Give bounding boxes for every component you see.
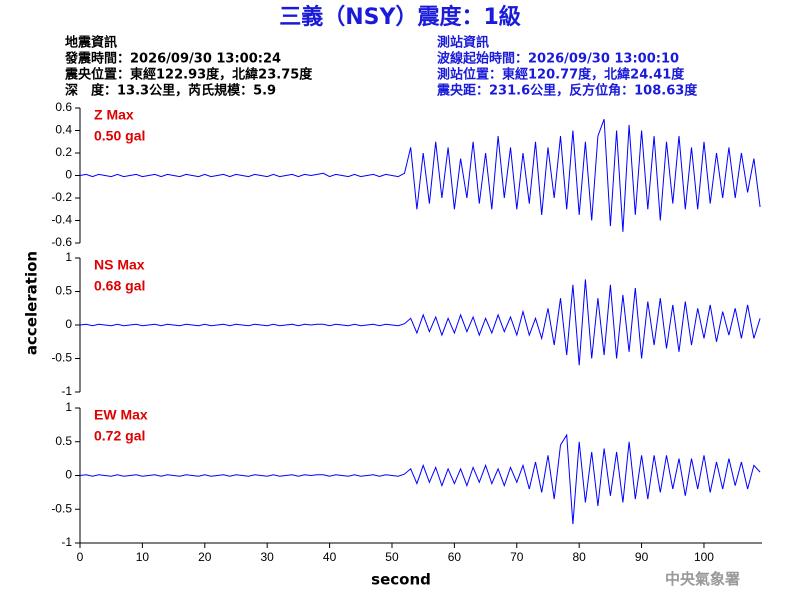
info-line: 震央距：231.6公里，反方位角：108.63度 bbox=[436, 83, 698, 99]
x-tick-label: 40 bbox=[323, 550, 337, 564]
max-label: Z Max bbox=[94, 107, 134, 123]
x-tick-label: 50 bbox=[385, 550, 399, 564]
max-value: 0.72 gal bbox=[94, 428, 145, 444]
max-label: EW Max bbox=[94, 407, 148, 423]
info-line: 深 度：13.3公里，芮氏規模：5.9 bbox=[65, 83, 276, 99]
y-tick-label: 1 bbox=[65, 250, 72, 264]
y-tick-label: 0.2 bbox=[55, 145, 72, 159]
y-tick-label: 0.5 bbox=[55, 284, 72, 298]
x-tick-label: 10 bbox=[136, 550, 150, 564]
info-line: 測站資訊 bbox=[437, 35, 489, 51]
x-tick-label: 90 bbox=[635, 550, 649, 564]
y-tick-label: 0.4 bbox=[55, 123, 72, 137]
y-tick-label: -1 bbox=[61, 535, 72, 549]
x-tick-label: 20 bbox=[198, 550, 212, 564]
y-axis-label: acceleration bbox=[23, 251, 41, 355]
y-tick-label: 0.5 bbox=[55, 434, 72, 448]
y-tick-label: 1 bbox=[65, 400, 72, 414]
waveform bbox=[79, 433, 761, 525]
y-tick-label: -0.6 bbox=[51, 235, 72, 249]
max-value: 0.68 gal bbox=[94, 278, 145, 294]
y-tick-label: -0.4 bbox=[51, 213, 72, 227]
station-info: 測站資訊 波線起始時間：2026/09/30 13:00:10 測站位置：東經1… bbox=[436, 35, 698, 99]
y-tick-label: 0 bbox=[65, 168, 72, 182]
info-line: 震央位置：東經122.93度，北緯23.75度 bbox=[64, 67, 313, 83]
footer: 中央氣象署 bbox=[665, 570, 740, 588]
y-tick-label: 0 bbox=[65, 317, 72, 331]
info-line: 發震時間：2026/09/30 13:00:24 bbox=[64, 51, 281, 67]
x-tick-label: 30 bbox=[261, 550, 275, 564]
y-tick-label: -0.5 bbox=[51, 501, 72, 515]
max-label: NS Max bbox=[94, 257, 145, 273]
waveform bbox=[79, 279, 761, 366]
x-tick-label: 80 bbox=[572, 550, 586, 564]
x-tick-label: 0 bbox=[77, 550, 84, 564]
max-value: 0.50 gal bbox=[94, 128, 145, 144]
info-line: 地震資訊 bbox=[65, 35, 117, 51]
y-tick-label: 0 bbox=[65, 468, 72, 482]
y-tick-label: -0.2 bbox=[51, 190, 72, 204]
y-tick-label: -0.5 bbox=[51, 351, 72, 365]
x-tick-label: 100 bbox=[694, 550, 714, 564]
info-line: 波線起始時間：2026/09/30 13:00:10 bbox=[437, 51, 679, 67]
title: 三義（NSY）震度：1級 bbox=[279, 4, 521, 30]
info-line: 測站位置：東經120.77度，北緯24.41度 bbox=[437, 67, 685, 83]
event-info: 地震資訊 發震時間：2026/09/30 13:00:24 震央位置：東經122… bbox=[64, 35, 313, 99]
x-tick-label: 70 bbox=[510, 550, 524, 564]
y-tick-label: -1 bbox=[61, 384, 72, 398]
x-axis-label: second bbox=[371, 571, 431, 589]
waveform bbox=[79, 119, 761, 232]
x-tick-label: 60 bbox=[448, 550, 462, 564]
y-tick-label: 0.6 bbox=[55, 100, 72, 114]
